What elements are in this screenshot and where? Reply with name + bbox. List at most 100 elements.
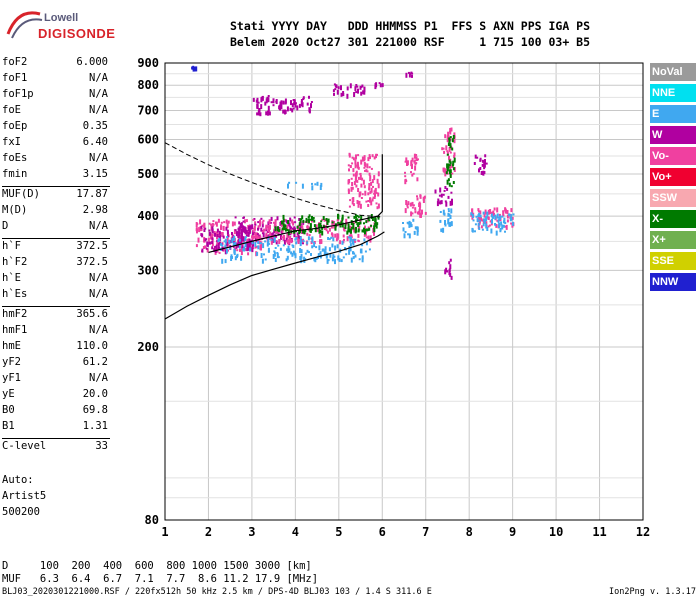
echo-point <box>325 229 328 232</box>
echo-point <box>501 224 504 230</box>
param-row-hf2: h`F2 372.5 <box>2 256 108 272</box>
echo-point <box>510 218 513 221</box>
echo-point <box>277 256 280 259</box>
param-value: N/A <box>89 272 108 284</box>
echo-point <box>308 234 311 237</box>
echo-point <box>448 159 451 163</box>
echo-point <box>368 227 371 231</box>
echo-point <box>404 171 406 174</box>
echo-point <box>411 206 414 209</box>
echo-point <box>475 215 478 218</box>
echo-point <box>246 243 248 248</box>
echo-point <box>321 230 324 236</box>
echo-point <box>291 108 294 113</box>
echo-point <box>239 248 241 252</box>
echo-point <box>256 100 259 104</box>
echo-point <box>356 218 359 221</box>
echo-point <box>360 215 363 221</box>
x-tick-label: 2 <box>205 525 212 539</box>
echo-point <box>360 183 363 188</box>
echo-point <box>413 230 416 235</box>
echo-point <box>296 105 299 111</box>
echo-point <box>479 167 482 170</box>
echo-point <box>238 231 240 235</box>
echo-point <box>334 259 336 265</box>
echo-point <box>471 216 474 220</box>
echo-point <box>350 234 353 239</box>
echo-point <box>238 227 241 231</box>
echo-point <box>244 236 247 239</box>
echo-point <box>375 155 377 159</box>
echo-point <box>313 242 316 248</box>
echo-point <box>311 182 313 185</box>
echo-point <box>357 88 359 94</box>
echo-point <box>446 179 449 185</box>
echo-point <box>494 214 497 220</box>
echo-point <box>331 221 334 224</box>
echo-point <box>482 223 485 227</box>
echo-point <box>418 209 421 213</box>
param-row-he: h`E N/A <box>2 272 108 288</box>
autoscaling-line: Auto: <box>2 474 34 486</box>
echo-point <box>191 66 194 70</box>
echo-point <box>299 240 302 245</box>
legend-item-x: X+ <box>650 231 696 249</box>
legend-item-sse: SSE <box>650 252 696 270</box>
echo-point <box>346 236 349 242</box>
echo-point <box>364 163 367 168</box>
y-tick-label: 800 <box>137 78 159 92</box>
echo-point <box>340 259 343 263</box>
param-key: MUF(D) <box>2 188 40 200</box>
echo-point <box>348 234 351 238</box>
x-tick-label: 4 <box>292 525 299 539</box>
echo-point <box>411 164 413 169</box>
echo-point <box>364 229 367 231</box>
echo-point <box>305 217 308 223</box>
echo-point <box>447 218 450 221</box>
echo-point <box>453 152 456 157</box>
echo-point <box>232 240 235 243</box>
echo-point <box>208 222 211 225</box>
echo-point <box>216 243 219 246</box>
echo-point <box>262 243 265 249</box>
param-key: foF1 <box>2 72 28 84</box>
file-info-footer: BLJ03_2020301221000.RSF / 220fx512h 50 k… <box>2 587 432 597</box>
echo-point <box>282 214 285 219</box>
echo-point <box>310 101 313 103</box>
echo-point <box>275 229 277 234</box>
echo-point <box>291 244 294 247</box>
echo-point <box>224 259 227 264</box>
echo-point <box>416 197 419 201</box>
echo-point <box>238 221 241 225</box>
echo-point <box>306 226 309 228</box>
echo-point <box>357 215 360 218</box>
echo-point <box>288 222 291 226</box>
echo-point <box>357 176 360 180</box>
echo-point <box>228 240 231 244</box>
echo-point <box>449 143 452 149</box>
echo-point <box>506 219 509 223</box>
legend-item-nnw: NNW <box>650 273 696 291</box>
echo-point <box>349 165 352 168</box>
echo-point <box>228 247 231 250</box>
echo-point <box>470 212 473 216</box>
echo-point <box>296 225 299 229</box>
echo-point <box>261 95 264 101</box>
echo-point <box>293 232 296 238</box>
param-row-hes: h`Es N/A <box>2 288 108 304</box>
param-row-yf1: yF1 N/A <box>2 372 108 388</box>
echo-point <box>408 72 411 78</box>
echo-point <box>352 203 355 207</box>
autoscaling-line: 500200 <box>2 506 40 518</box>
param-separator <box>2 438 110 439</box>
y-tick-label: 900 <box>137 56 159 70</box>
echo-point <box>343 228 346 232</box>
echo-point <box>350 177 353 180</box>
echo-point <box>306 232 309 236</box>
param-row-fmin: fmin 3.15 <box>2 168 108 184</box>
echo-point <box>449 136 452 141</box>
echo-point <box>452 160 455 165</box>
logo-swoosh-icon <box>6 11 43 39</box>
echo-point <box>483 213 486 218</box>
echo-point <box>327 218 330 223</box>
